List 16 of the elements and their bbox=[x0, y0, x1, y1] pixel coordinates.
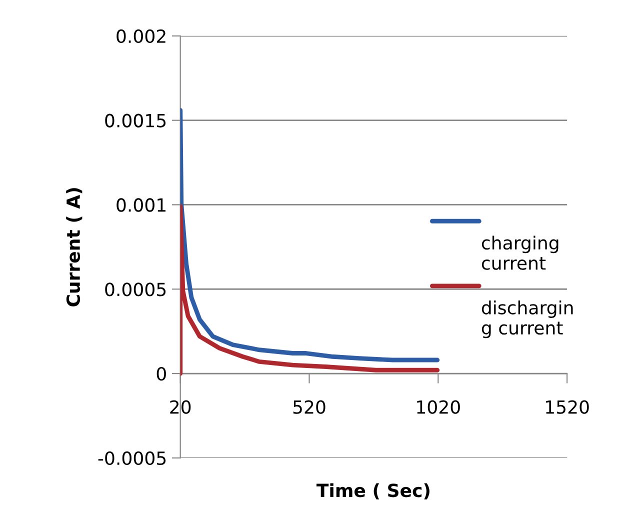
x-axis-title: Time ( Sec) bbox=[316, 483, 430, 500]
y-tick-label: 0.0015 bbox=[105, 114, 166, 128]
y-tick-label: 0.002 bbox=[116, 29, 166, 44]
x-tick-label: 520 bbox=[293, 400, 326, 414]
y-tick-label: 0 bbox=[156, 366, 166, 381]
line-series bbox=[180, 108, 440, 362]
y-tick-label: 0.001 bbox=[116, 198, 166, 212]
text: charging current bbox=[482, 236, 558, 270]
x-tick-label: 1020 bbox=[417, 400, 460, 414]
y-tick-label: -0.0005 bbox=[98, 451, 166, 466]
x-tick-label: 1520 bbox=[546, 400, 589, 414]
y-tick-label: 0.0005 bbox=[105, 282, 166, 296]
line-series bbox=[180, 204, 440, 376]
text: dischargin g current bbox=[482, 300, 573, 338]
y-axis-title: Current ( A) bbox=[66, 188, 82, 306]
x-tick-label: 20 bbox=[170, 400, 191, 414]
